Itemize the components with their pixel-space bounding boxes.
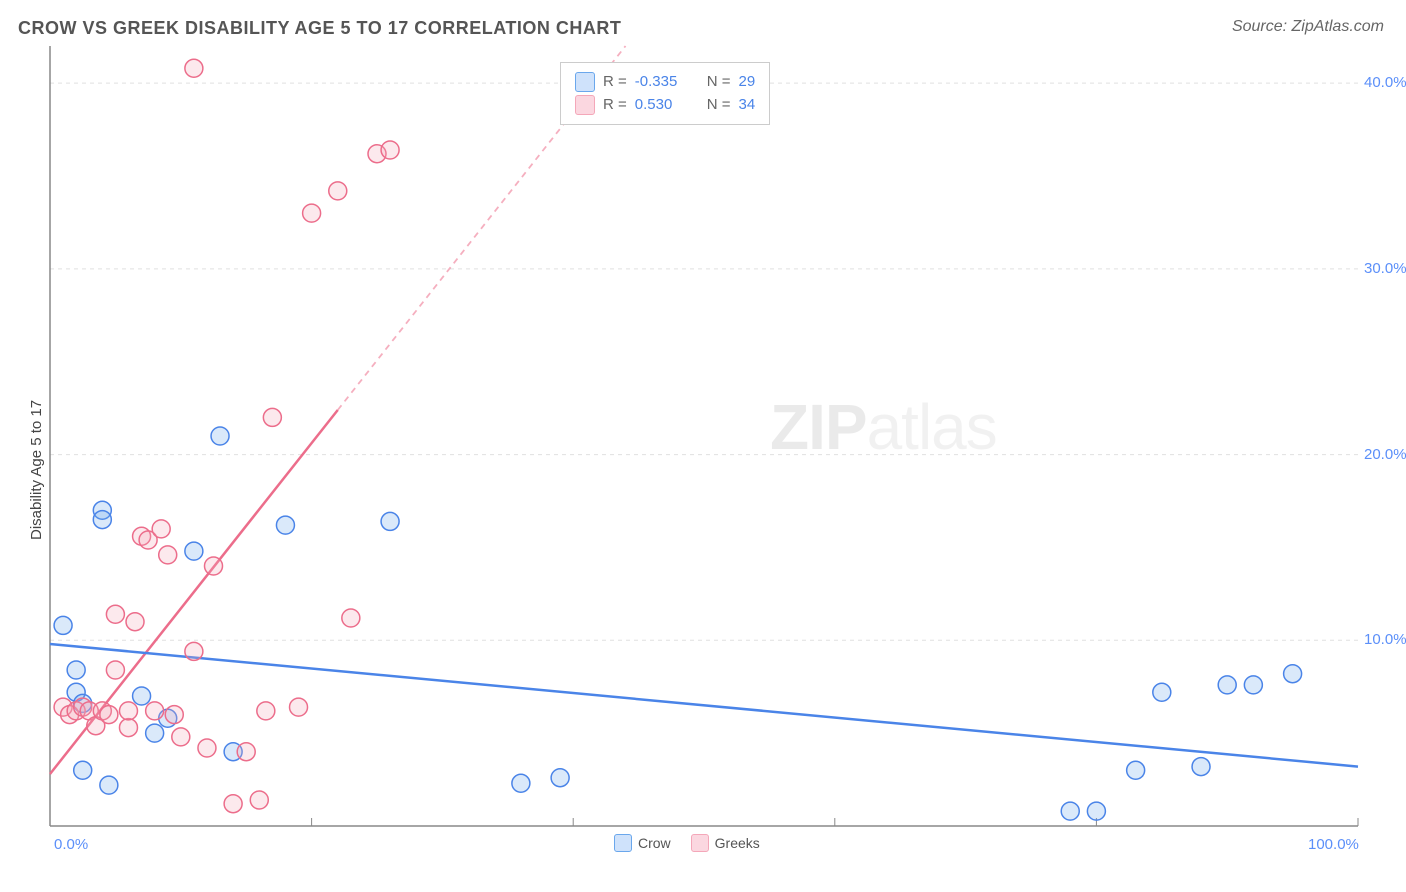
legend-item: Crow [614,834,671,852]
y-tick-label: 40.0% [1364,74,1406,91]
y-tick-label: 10.0% [1364,631,1406,648]
stat-swatch [575,72,595,92]
stat-row: R = -0.335 N = 29 [575,71,755,94]
stat-row: R = 0.530 N = 34 [575,94,755,117]
stat-r-label: R = [603,71,627,94]
legend-swatch [614,834,632,852]
stat-swatch [575,95,595,115]
series-legend: Crow Greeks [614,834,760,852]
correlation-stat-box: R = -0.335 N = 29 R = 0.530 N = 34 [560,62,770,125]
stat-n-value: 34 [739,94,756,117]
stat-r-label: R = [603,94,627,117]
x-tick-label: 100.0% [1308,836,1359,853]
chart-container: CROW VS GREEK DISABILITY AGE 5 TO 17 COR… [0,0,1406,892]
legend-swatch [691,834,709,852]
legend-item: Greeks [691,834,760,852]
y-tick-label: 30.0% [1364,260,1406,277]
stat-r-value: -0.335 [635,71,689,94]
legend-label: Crow [638,835,671,851]
stat-r-value: 0.530 [635,94,689,117]
y-axis-label: Disability Age 5 to 17 [28,400,45,540]
x-tick-label: 0.0% [54,836,88,853]
stat-n-value: 29 [739,71,756,94]
y-tick-label: 20.0% [1364,446,1406,463]
stat-n-label: N = [707,71,731,94]
stat-n-label: N = [707,94,731,117]
legend-label: Greeks [715,835,760,851]
